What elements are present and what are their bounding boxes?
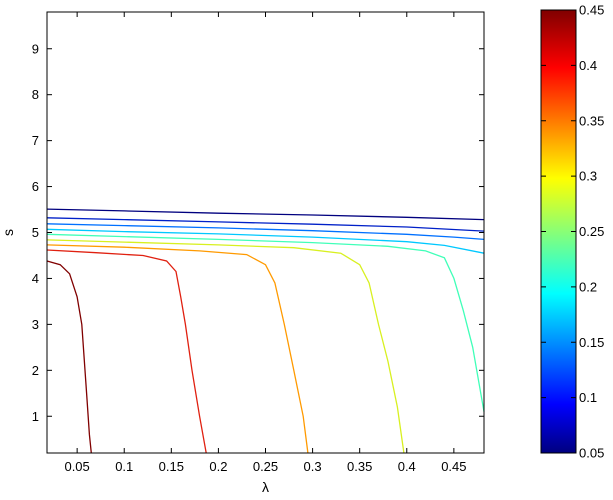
colorbar-tick-label: 0.45 <box>579 3 604 18</box>
contour-line-3 <box>46 228 485 254</box>
x-tick-label: 0.2 <box>209 459 227 474</box>
colorbar-tick-label: 0.35 <box>579 113 604 128</box>
x-tick-label: 0.4 <box>398 459 416 474</box>
contour-line-0 <box>46 208 485 221</box>
x-tick-label: 0.35 <box>347 459 372 474</box>
x-axis: 0.05 0.1 0.15 0.2 0.25 0.3 0.35 0.4 0.45 <box>64 12 467 474</box>
contour-line-5 <box>46 239 405 454</box>
y-tick-label: 8 <box>32 87 39 102</box>
x-tick-label: 0.1 <box>115 459 133 474</box>
x-tick-label: 0.45 <box>441 459 466 474</box>
y-tick-label: 6 <box>32 179 39 194</box>
colorbar-ticks: 0.05 0.1 0.15 0.2 0.25 0.3 0.35 0.4 0.45 <box>541 3 604 461</box>
contour-line-7 <box>46 249 207 454</box>
y-tick-label: 4 <box>32 271 39 286</box>
colorbar-tick-label: 0.2 <box>579 279 597 294</box>
contour-line-1 <box>46 217 485 232</box>
y-tick-label: 9 <box>32 41 39 56</box>
y-tick-label: 3 <box>32 317 39 332</box>
colorbar-tick-label: 0.4 <box>579 58 597 73</box>
contour-lines <box>46 208 485 454</box>
x-tick-label: 0.3 <box>304 459 322 474</box>
x-tick-label: 0.25 <box>253 459 278 474</box>
contour-line-4 <box>46 233 485 412</box>
colorbar <box>540 9 577 454</box>
contour-line-8 <box>46 260 92 454</box>
contour-line-2 <box>46 223 485 241</box>
plot-area <box>46 11 485 454</box>
colorbar-tick-label: 0.25 <box>579 224 604 239</box>
y-tick-label: 7 <box>32 133 39 148</box>
y-tick-label: 2 <box>32 363 39 378</box>
x-tick-label: 0.15 <box>159 459 184 474</box>
x-axis-label: λ <box>262 479 269 495</box>
y-axis: 1 2 3 4 5 6 7 8 9 <box>32 41 484 424</box>
contour-line-6 <box>46 244 309 454</box>
colorbar-tick-label: 0.05 <box>579 446 604 461</box>
y-tick-label: 1 <box>32 409 39 424</box>
y-tick-label: 5 <box>32 225 39 240</box>
colorbar-tick-label: 0.15 <box>579 335 604 350</box>
x-tick-label: 0.05 <box>64 459 89 474</box>
colorbar-tick-label: 0.1 <box>579 390 597 405</box>
colorbar-tick-label: 0.3 <box>579 169 597 184</box>
y-axis-label: s <box>0 229 16 236</box>
